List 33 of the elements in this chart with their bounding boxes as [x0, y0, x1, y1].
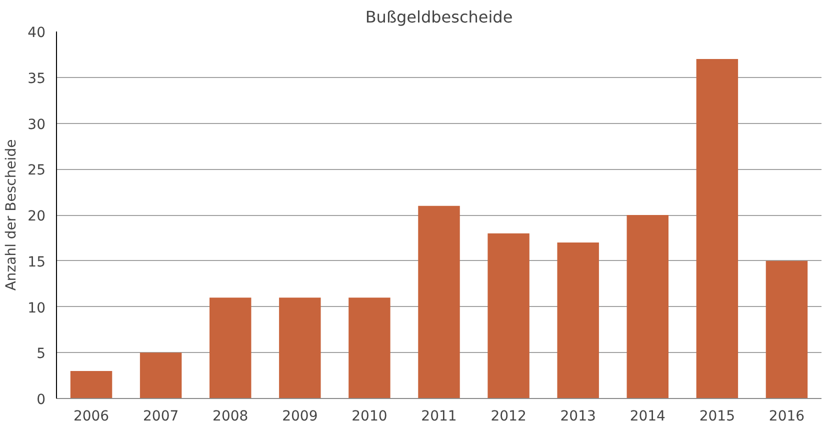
y-tick-label: 40: [28, 25, 46, 41]
bar: [557, 242, 599, 398]
x-tick-label: 2014: [630, 408, 666, 423]
y-tick-label: 25: [28, 162, 46, 179]
bar: [348, 298, 390, 398]
x-tick-label: 2013: [560, 408, 596, 423]
x-tick-label: 2009: [282, 408, 318, 423]
x-tick-label: 2016: [768, 408, 805, 423]
x-tick-label: 2007: [143, 408, 179, 423]
chart-title: Bußgeldbescheide: [365, 8, 513, 26]
y-axis-title: Anzahl der Bescheide: [4, 139, 20, 291]
y-tick-label: 0: [36, 392, 46, 408]
bar: [140, 352, 182, 398]
y-tick-label: 10: [28, 300, 46, 316]
bar: [70, 370, 112, 398]
bar: [696, 59, 738, 398]
x-tick-label: 2015: [699, 408, 736, 423]
y-tick-label: 15: [28, 254, 46, 270]
y-tick-label: 20: [28, 208, 46, 224]
bar: [279, 298, 321, 398]
x-tick-label: 2012: [490, 408, 526, 423]
bar: [418, 206, 460, 398]
x-tick-label: 2008: [212, 408, 248, 423]
x-tick-label: 2006: [73, 408, 110, 423]
y-tick-label: 30: [28, 116, 46, 133]
y-tick-label: 35: [28, 70, 46, 87]
y-tick-label: 5: [36, 346, 46, 362]
bar: [626, 215, 668, 398]
bar: [766, 260, 808, 398]
bar: [210, 298, 252, 398]
x-tick-label: 2011: [421, 408, 457, 423]
x-tick-label: 2010: [352, 408, 388, 423]
bar: [488, 233, 530, 398]
